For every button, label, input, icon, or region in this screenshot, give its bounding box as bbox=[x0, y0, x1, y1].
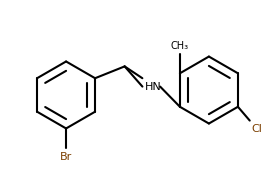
Text: Cl: Cl bbox=[252, 124, 262, 134]
Text: Br: Br bbox=[60, 152, 72, 162]
Text: HN: HN bbox=[144, 82, 161, 92]
Text: CH₃: CH₃ bbox=[171, 41, 189, 51]
